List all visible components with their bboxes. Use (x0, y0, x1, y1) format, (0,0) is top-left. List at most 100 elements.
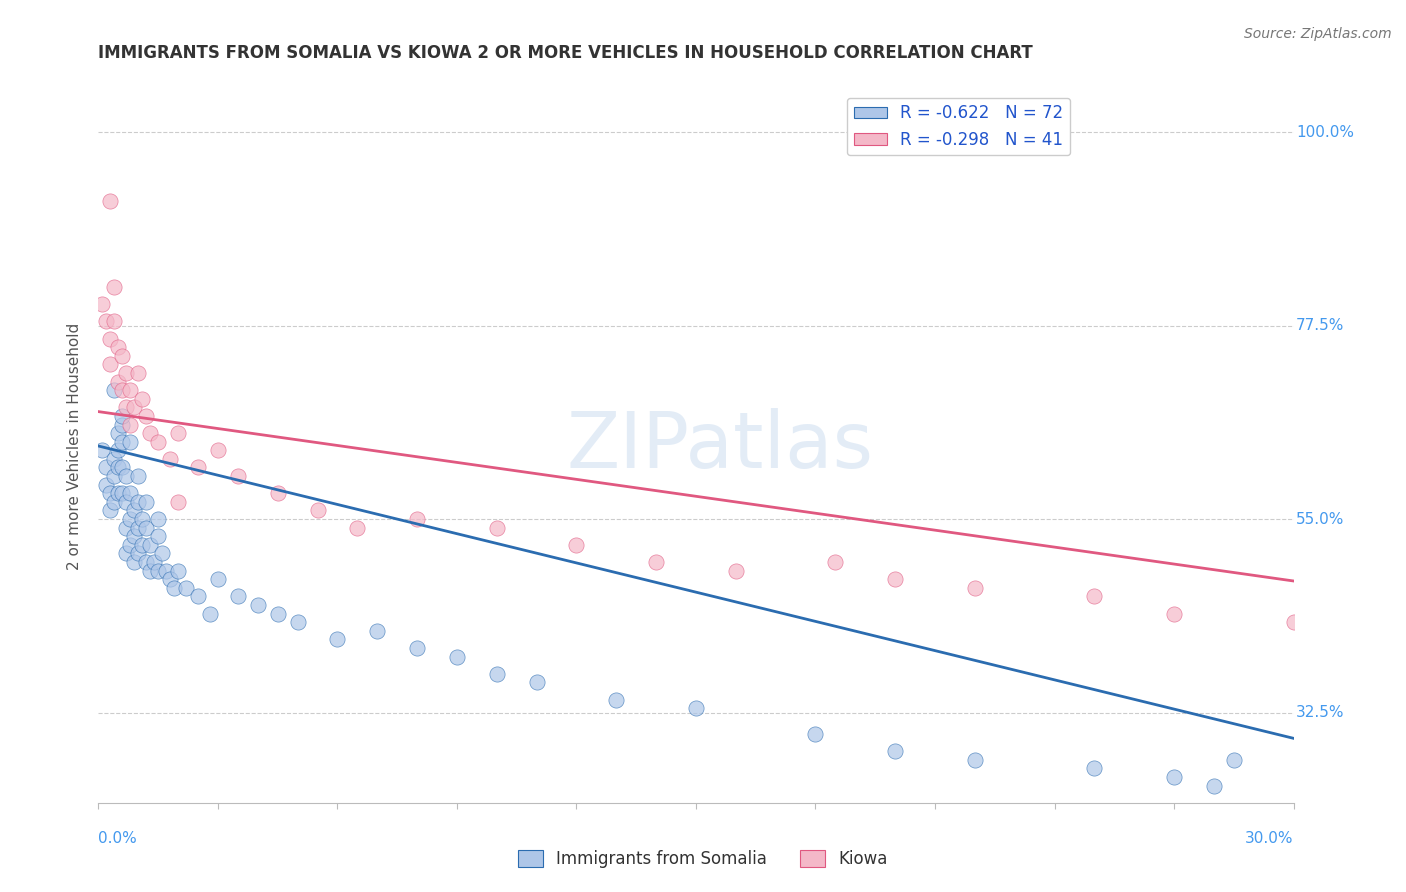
Point (163, 581, 186, 595)
Point (159, 451, 181, 466)
Point (226, 469, 249, 483)
Point (120, 383, 142, 397)
Point (111, 349, 134, 363)
Point (98, 357, 122, 371)
Point (98, 194, 122, 208)
Point (127, 546, 149, 560)
Point (103, 383, 125, 397)
Text: 30.0%: 30.0% (1246, 831, 1294, 847)
Point (565, 538, 588, 552)
Point (139, 564, 162, 578)
Point (724, 564, 747, 578)
Point (115, 546, 138, 560)
Point (963, 581, 986, 595)
Point (143, 555, 166, 569)
Text: ZIPatlas: ZIPatlas (567, 408, 873, 484)
Point (1083, 590, 1105, 604)
Point (111, 409, 134, 423)
Point (645, 555, 668, 569)
Point (346, 521, 368, 535)
Point (884, 572, 907, 586)
Text: 55.0%: 55.0% (1296, 512, 1344, 526)
Point (884, 744, 907, 758)
Text: IMMIGRANTS FROM SOMALIA VS KIOWA 2 OR MORE VEHICLES IN HOUSEHOLD CORRELATION CHA: IMMIGRANTS FROM SOMALIA VS KIOWA 2 OR MO… (98, 45, 1033, 62)
Point (148, 529, 170, 543)
Text: 0.0%: 0.0% (98, 831, 138, 847)
Point (111, 460, 134, 475)
Y-axis label: 2 or more Vehicles in Household: 2 or more Vehicles in Household (67, 322, 83, 570)
Point (103, 280, 125, 294)
Point (174, 581, 197, 595)
Point (107, 375, 129, 389)
Point (98, 503, 122, 517)
Text: 32.5%: 32.5% (1296, 705, 1344, 720)
Point (111, 417, 134, 432)
Point (406, 641, 429, 656)
Point (91, 443, 114, 458)
Point (267, 607, 290, 621)
Point (167, 564, 190, 578)
Point (111, 434, 134, 449)
Point (96, 477, 118, 491)
Point (366, 624, 388, 638)
Point (446, 649, 468, 664)
Point (198, 607, 221, 621)
Point (135, 495, 157, 509)
Point (167, 426, 190, 441)
Point (115, 366, 138, 380)
Point (127, 469, 149, 483)
Point (167, 495, 190, 509)
Text: Source: ZipAtlas.com: Source: ZipAtlas.com (1244, 27, 1392, 41)
Point (131, 392, 153, 406)
Point (120, 538, 142, 552)
Point (326, 632, 349, 647)
Point (406, 512, 429, 526)
Point (115, 521, 138, 535)
Point (131, 538, 153, 552)
Point (124, 401, 146, 415)
Point (135, 409, 157, 423)
Point (485, 521, 508, 535)
Point (187, 460, 209, 475)
Point (267, 486, 290, 500)
Point (187, 590, 209, 604)
Point (127, 495, 149, 509)
Point (1163, 770, 1185, 784)
Point (226, 590, 249, 604)
Point (159, 572, 181, 586)
Point (107, 443, 129, 458)
Legend: Immigrants from Somalia, Kiowa: Immigrants from Somalia, Kiowa (512, 843, 894, 875)
Point (107, 460, 129, 475)
Point (124, 555, 146, 569)
Text: 100.0%: 100.0% (1296, 125, 1354, 140)
Point (139, 538, 162, 552)
Point (207, 443, 229, 458)
Point (485, 666, 508, 681)
Point (120, 512, 142, 526)
Point (150, 546, 173, 560)
Point (115, 401, 138, 415)
Point (111, 486, 134, 500)
Point (115, 469, 138, 483)
Point (107, 340, 129, 354)
Point (246, 598, 269, 612)
Point (207, 572, 229, 586)
Point (605, 692, 627, 706)
Point (963, 753, 986, 767)
Point (685, 701, 707, 715)
Point (103, 451, 125, 466)
Point (107, 426, 129, 441)
Point (111, 383, 134, 397)
Point (135, 555, 157, 569)
Point (804, 727, 827, 741)
Point (824, 555, 846, 569)
Point (1083, 761, 1105, 775)
Point (103, 314, 125, 328)
Point (1222, 753, 1246, 767)
Legend: R = -0.622   N = 72, R = -0.298   N = 41: R = -0.622 N = 72, R = -0.298 N = 41 (846, 97, 1070, 155)
Point (307, 503, 329, 517)
Point (155, 564, 177, 578)
Point (124, 503, 146, 517)
Point (1163, 607, 1185, 621)
Point (120, 486, 142, 500)
